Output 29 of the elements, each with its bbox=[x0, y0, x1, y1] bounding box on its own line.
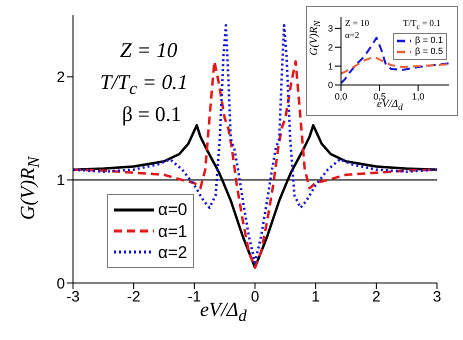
y-tick-label: 0 bbox=[56, 275, 65, 292]
x-tick-label: 2 bbox=[372, 288, 381, 306]
legend-label: α=2 bbox=[158, 242, 188, 263]
y-tick-label: 1 bbox=[56, 172, 65, 190]
x-tick-label: 0 bbox=[250, 288, 260, 306]
x-tick-label: 3 bbox=[432, 288, 442, 306]
x-tick-label: 0,0 bbox=[334, 91, 348, 102]
line-series bbox=[341, 56, 449, 75]
annotation: Z = 10 bbox=[345, 18, 370, 28]
annotation: T/T$_{c}$ = 0.1 bbox=[403, 18, 441, 31]
y-tick-label: 3 bbox=[328, 24, 333, 34]
legend-label: α=0 bbox=[158, 199, 188, 220]
annotation: β = 0.1 bbox=[122, 102, 182, 126]
legend-label: β = 0.5 bbox=[415, 46, 443, 58]
x-tick-label: -1 bbox=[188, 288, 202, 306]
legend-label: α=1 bbox=[158, 220, 188, 242]
annotation: T/T$_{c}$ = 0.1 bbox=[100, 70, 188, 98]
x-tick-label: 1,0 bbox=[412, 91, 424, 102]
y-tick-label: 1 bbox=[328, 61, 333, 72]
annotation: α=2 bbox=[345, 30, 360, 40]
y-tick-label: 0 bbox=[328, 80, 333, 90]
legend-label: β = 0.1 bbox=[415, 35, 443, 46]
x-tick-label: -2 bbox=[126, 288, 140, 306]
x-tick-label: 1 bbox=[311, 288, 320, 306]
x-tick-label: -3 bbox=[66, 288, 80, 306]
y-tick-label: 2 bbox=[328, 42, 333, 52]
annotation: Z = 10 bbox=[120, 38, 178, 62]
x-axis-title: eV/Δ$_{d}$ bbox=[200, 299, 247, 325]
y-tick-label: 2 bbox=[56, 69, 65, 86]
